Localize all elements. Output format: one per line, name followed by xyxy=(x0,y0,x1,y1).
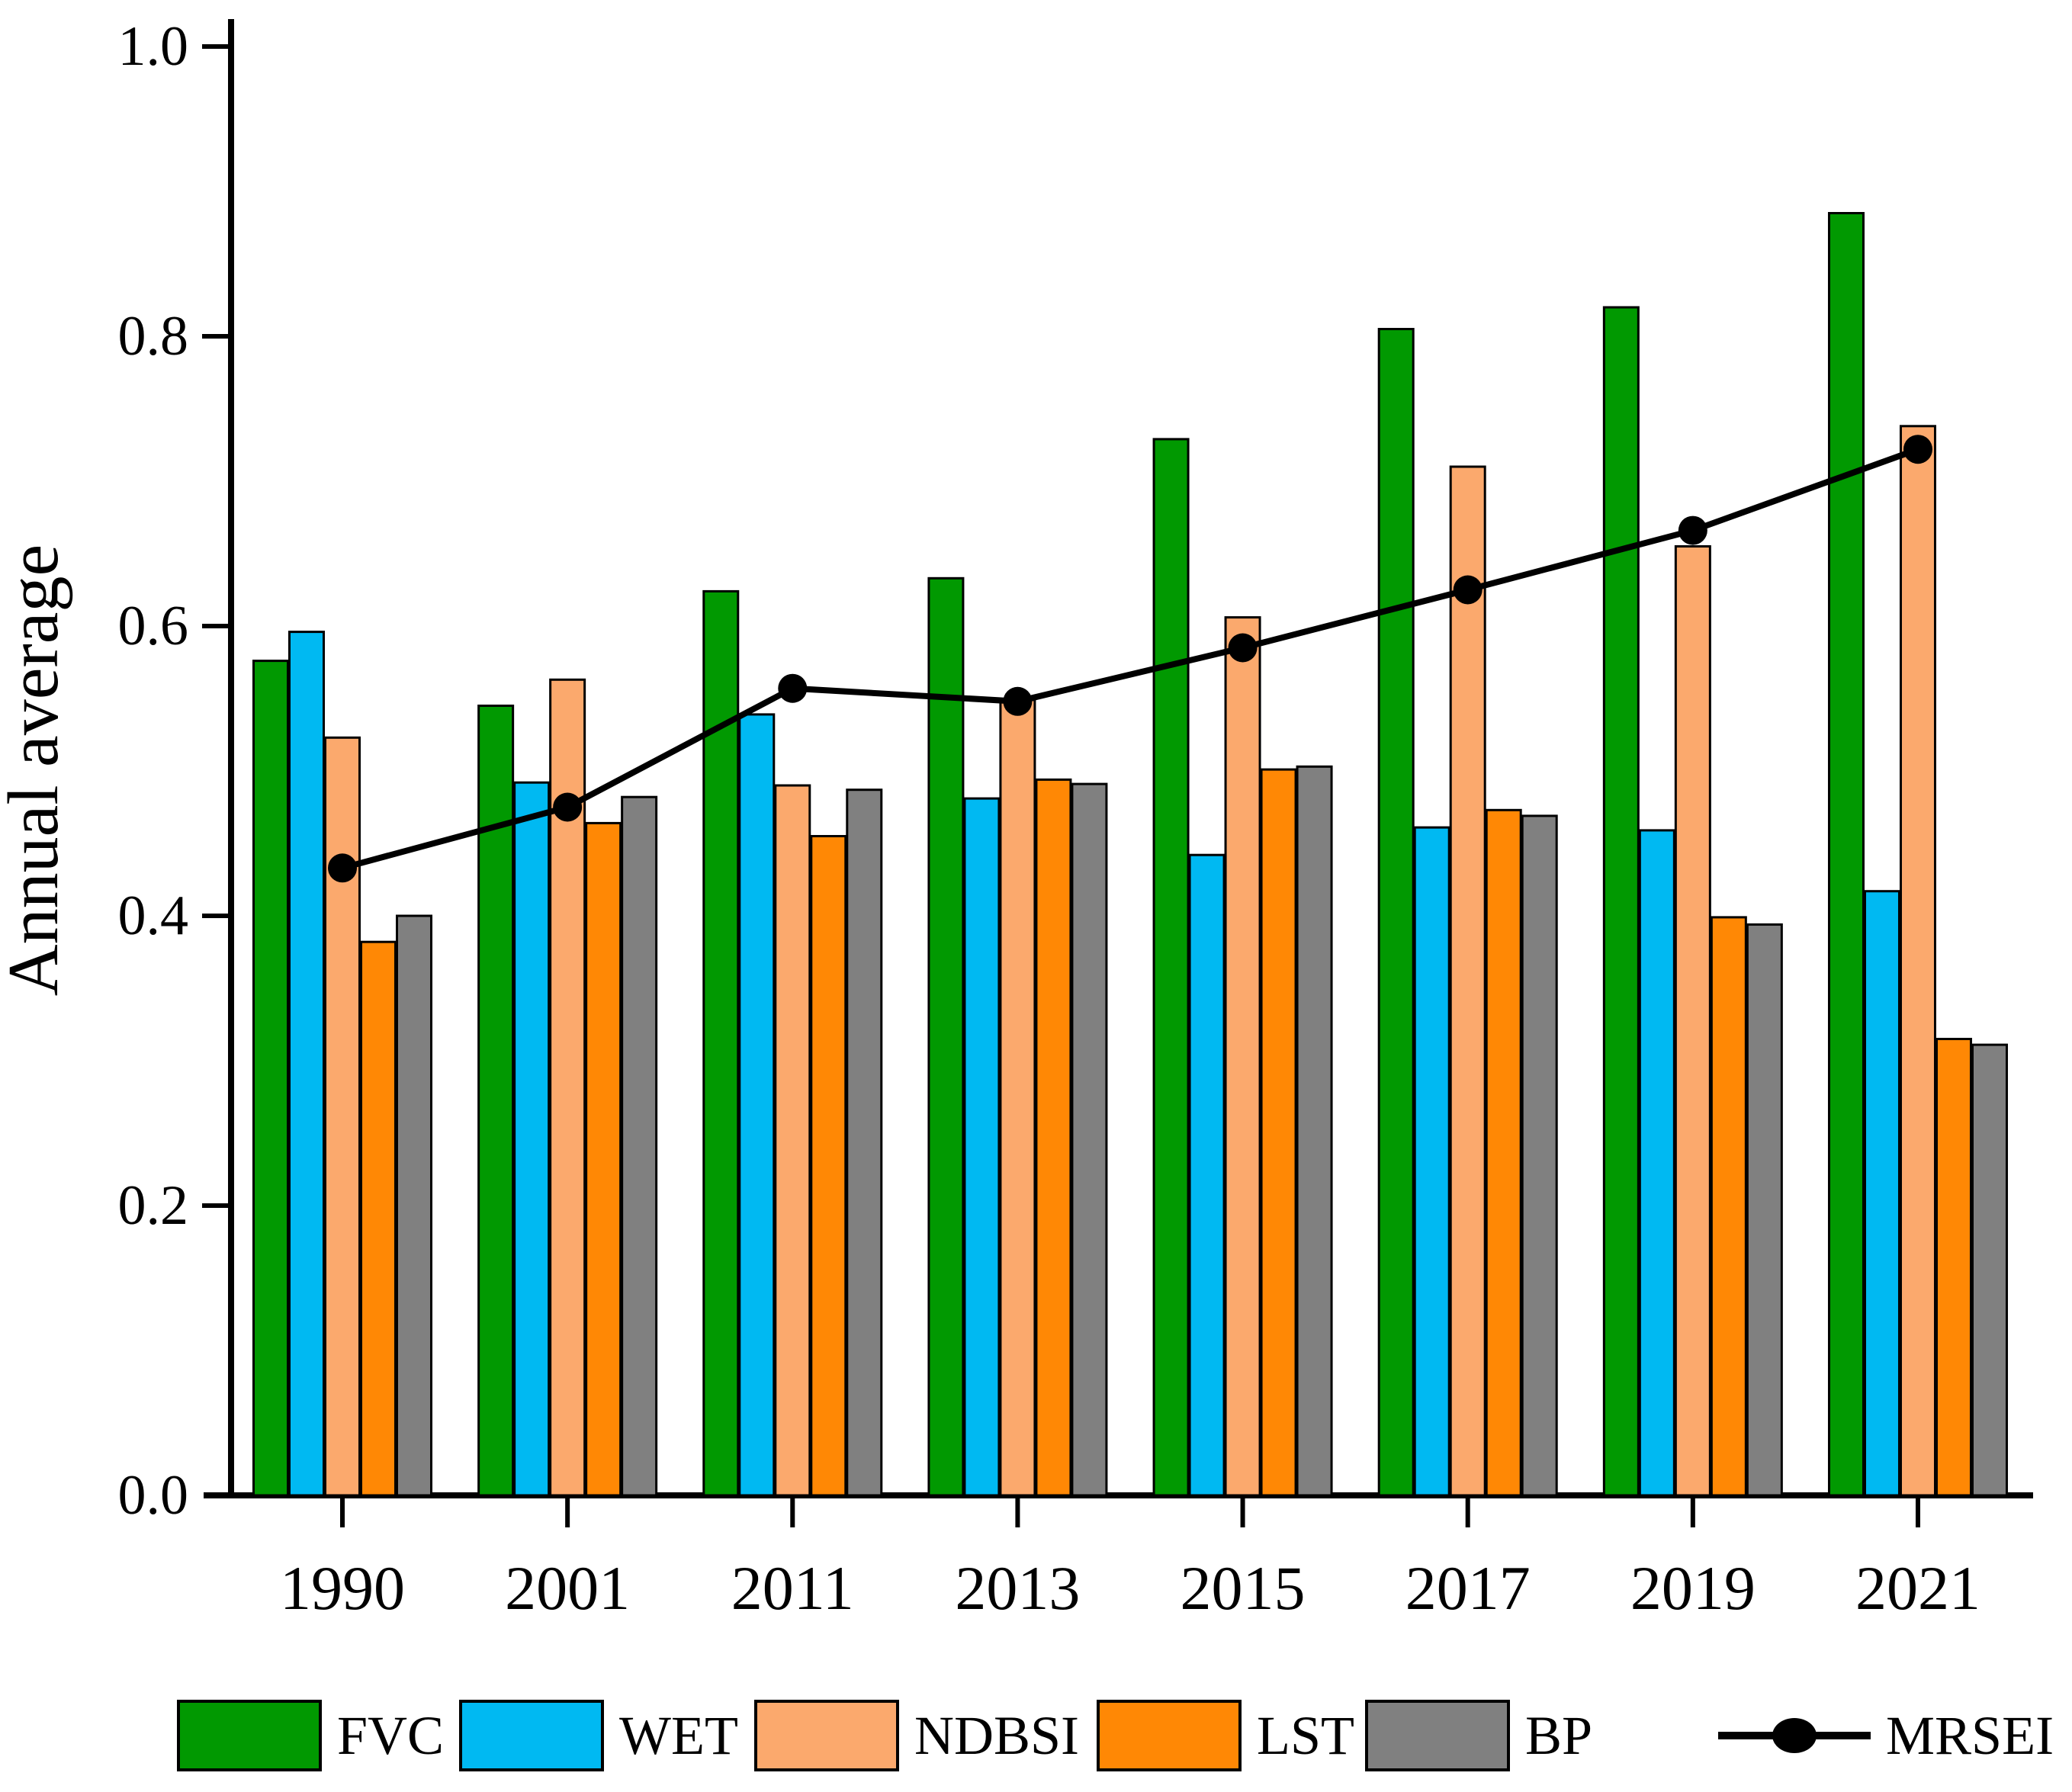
bar-fvc-2015 xyxy=(1152,438,1190,1497)
bar-bp-2021 xyxy=(1971,1043,2008,1497)
bar-bp-2017 xyxy=(1521,814,1558,1497)
y-tick-label: 0.6 xyxy=(118,595,189,657)
bar-bp-2019 xyxy=(1746,923,1783,1497)
bar-bp-1990 xyxy=(396,914,432,1497)
bar-lst-2019 xyxy=(1710,916,1747,1497)
mrsei-point-2011 xyxy=(778,673,808,703)
bar-wet-2001 xyxy=(513,781,551,1497)
bar-lst-2011 xyxy=(810,835,847,1497)
mrsei-point-1990 xyxy=(328,853,357,883)
mrsei-point-2001 xyxy=(553,792,583,822)
bar-ndbsi-2011 xyxy=(774,784,811,1497)
x-tick xyxy=(340,1495,345,1527)
bar-ndbsi-2019 xyxy=(1674,545,1711,1497)
bar-fvc-2021 xyxy=(1827,212,1865,1497)
y-tick-label: 0.4 xyxy=(118,885,189,947)
bar-lst-1990 xyxy=(360,940,397,1497)
bar-wet-2013 xyxy=(963,797,1001,1497)
y-tick xyxy=(202,334,231,339)
bar-lst-2015 xyxy=(1260,768,1297,1497)
y-tick xyxy=(202,44,231,49)
bar-bp-2011 xyxy=(846,788,883,1497)
y-tick xyxy=(202,914,231,918)
bar-ndbsi-2013 xyxy=(999,698,1036,1497)
bar-wet-2019 xyxy=(1638,829,1675,1497)
x-tick xyxy=(1690,1495,1695,1527)
x-tick-label: 2021 xyxy=(1855,1553,1980,1623)
bar-ndbsi-2015 xyxy=(1224,616,1261,1497)
bar-bp-2013 xyxy=(1071,782,1108,1497)
bar-lst-2001 xyxy=(585,821,622,1497)
bar-fvc-2017 xyxy=(1377,328,1415,1497)
bar-lst-2017 xyxy=(1485,808,1522,1497)
x-tick xyxy=(1465,1495,1470,1527)
x-tick xyxy=(790,1495,795,1527)
bar-lst-2013 xyxy=(1035,778,1072,1497)
y-tick-label: 1.0 xyxy=(118,15,189,78)
mrsei-point-2017 xyxy=(1453,575,1483,605)
y-axis-title: Annual average xyxy=(0,544,73,996)
bar-ndbsi-1990 xyxy=(324,736,361,1497)
y-tick-label: 0.2 xyxy=(118,1174,189,1237)
x-tick xyxy=(565,1495,570,1527)
x-tick xyxy=(1240,1495,1245,1527)
x-tick-label: 2019 xyxy=(1630,1553,1756,1623)
mrsei-line xyxy=(341,446,1919,872)
y-tick xyxy=(202,1203,231,1208)
x-tick-label: 2011 xyxy=(731,1553,854,1623)
bar-fvc-1990 xyxy=(252,660,289,1497)
x-tick-label: 2015 xyxy=(1181,1553,1306,1623)
bar-wet-2015 xyxy=(1188,853,1226,1497)
bar-fvc-2001 xyxy=(477,705,515,1497)
bar-bp-2001 xyxy=(621,795,658,1497)
bar-wet-2021 xyxy=(1863,890,1900,1497)
x-tick-label: 2017 xyxy=(1405,1553,1531,1623)
mrsei-point-2015 xyxy=(1228,633,1258,663)
mrsei-point-2019 xyxy=(1678,515,1707,545)
bar-fvc-2019 xyxy=(1602,306,1640,1497)
x-tick xyxy=(1915,1495,1920,1527)
x-tick xyxy=(1015,1495,1020,1527)
y-tick-label: 0.0 xyxy=(118,1464,189,1527)
bar-fvc-2013 xyxy=(927,576,965,1497)
mrsei-point-2021 xyxy=(1903,435,1932,464)
y-tick-label: 0.8 xyxy=(118,305,189,368)
bar-ndbsi-2021 xyxy=(1899,425,1936,1497)
bar-wet-2017 xyxy=(1413,826,1450,1497)
x-tick-label: 2013 xyxy=(955,1553,1080,1623)
x-tick-label: 1990 xyxy=(280,1553,405,1623)
bar-wet-1990 xyxy=(288,631,325,1497)
x-axis-spine xyxy=(204,1492,2033,1498)
x-tick-label: 2001 xyxy=(505,1553,630,1623)
mrsei-point-2013 xyxy=(1003,686,1033,716)
y-tick xyxy=(202,624,231,628)
bar-fvc-2011 xyxy=(702,589,740,1497)
bar-lst-2021 xyxy=(1935,1038,1972,1497)
bar-wet-2011 xyxy=(738,713,776,1497)
bar-bp-2015 xyxy=(1296,765,1333,1497)
y-axis-spine xyxy=(228,19,234,1498)
bar-ndbsi-2017 xyxy=(1449,465,1486,1497)
